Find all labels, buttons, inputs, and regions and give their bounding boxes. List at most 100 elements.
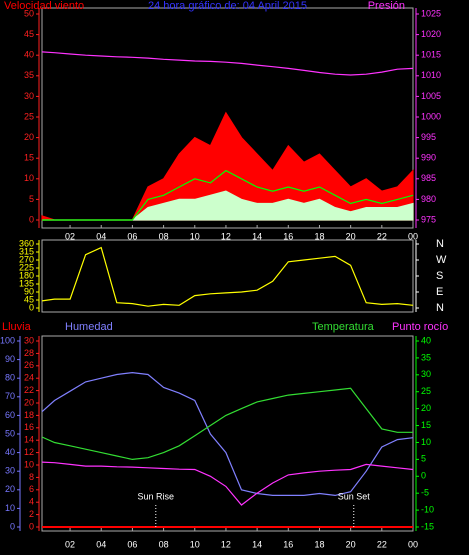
x-tick-label: 06 xyxy=(127,539,137,549)
y-tick-label: 30 xyxy=(24,91,34,101)
x-tick-label: 14 xyxy=(252,539,262,549)
y-tick-label: 18 xyxy=(24,410,34,420)
x-tick-label: 22 xyxy=(377,231,387,241)
y-tick-label: 180 xyxy=(19,270,34,280)
y-tick-label: 60 xyxy=(5,410,15,420)
series-label: Humedad xyxy=(65,321,113,333)
x-tick-label: 08 xyxy=(159,231,169,241)
y-tick-label: 70 xyxy=(5,391,15,401)
x-tick-label: 16 xyxy=(283,231,293,241)
y-tick-label: 1000 xyxy=(421,111,441,121)
plot-frame xyxy=(41,239,414,313)
annotation: Sun Rise xyxy=(138,491,175,501)
y-tick-label: 90 xyxy=(5,354,15,364)
x-tick-label: 00 xyxy=(408,231,418,241)
series-label: Temperatura xyxy=(312,321,375,333)
y-tick-label: 35 xyxy=(24,70,34,80)
y-tick-label: 0 xyxy=(421,471,426,481)
y-tick-label: 15 xyxy=(24,153,34,163)
y-tick-label: 28 xyxy=(24,348,34,358)
x-tick-label: 02 xyxy=(65,231,75,241)
y-tick-label: 8 xyxy=(29,472,34,482)
series-line xyxy=(41,51,414,76)
x-tick-label: 00 xyxy=(408,539,418,549)
y-tick-label: 1020 xyxy=(421,29,441,39)
y-tick-label: N xyxy=(436,238,444,250)
series-label: Velocidad viento xyxy=(4,0,84,12)
y-tick-label: 12 xyxy=(24,447,34,457)
y-tick-label: 0 xyxy=(29,521,34,531)
y-tick-label: -15 xyxy=(421,521,434,531)
y-tick-label: 20 xyxy=(5,484,15,494)
series-label: Lluvia xyxy=(2,321,32,333)
y-tick-label: 2 xyxy=(29,509,34,519)
x-tick-label: 16 xyxy=(283,539,293,549)
series-line xyxy=(41,461,414,506)
y-tick-label: 1025 xyxy=(421,8,441,18)
y-tick-label: 100 xyxy=(0,335,15,345)
y-tick-label: -5 xyxy=(421,488,429,498)
x-tick-label: 04 xyxy=(96,231,106,241)
x-tick-label: 10 xyxy=(190,539,200,549)
y-tick-label: 40 xyxy=(5,447,15,457)
y-tick-label: 0 xyxy=(29,214,34,224)
y-tick-label: 10 xyxy=(5,503,15,513)
x-tick-label: 20 xyxy=(346,539,356,549)
y-tick-label: -10 xyxy=(421,504,434,514)
y-tick-label: 0 xyxy=(29,302,34,312)
x-tick-label: 12 xyxy=(221,231,231,241)
x-tick-label: 22 xyxy=(377,539,387,549)
y-tick-label: 10 xyxy=(24,459,34,469)
y-tick-label: 25 xyxy=(24,111,34,121)
x-tick-label: 10 xyxy=(190,231,200,241)
y-tick-label: 10 xyxy=(24,173,34,183)
series-line xyxy=(41,371,414,497)
y-tick-label: 20 xyxy=(24,397,34,407)
y-tick-label: S xyxy=(436,270,443,282)
y-tick-label: 1005 xyxy=(421,91,441,101)
x-tick-label: 18 xyxy=(314,539,324,549)
x-tick-label: 18 xyxy=(314,231,324,241)
y-tick-label: 985 xyxy=(421,173,436,183)
y-tick-label: 4 xyxy=(29,497,34,507)
y-tick-label: 315 xyxy=(19,246,34,256)
y-tick-label: 40 xyxy=(421,335,431,345)
y-tick-label: 80 xyxy=(5,373,15,383)
y-tick-label: 22 xyxy=(24,385,34,395)
y-tick-label: 0 xyxy=(10,521,15,531)
y-tick-label: 45 xyxy=(24,294,34,304)
y-tick-label: 6 xyxy=(29,484,34,494)
y-tick-label: 25 xyxy=(421,386,431,396)
series-line xyxy=(41,387,413,461)
plot-frame xyxy=(41,335,414,532)
x-tick-label: 04 xyxy=(96,539,106,549)
plot-frame xyxy=(41,7,414,229)
y-tick-label: 30 xyxy=(5,466,15,476)
x-tick-label: 02 xyxy=(65,539,75,549)
y-tick-label: 16 xyxy=(24,422,34,432)
y-tick-label: 225 xyxy=(19,262,34,272)
y-tick-label: 30 xyxy=(421,369,431,379)
y-tick-label: E xyxy=(436,286,443,298)
y-tick-label: 360 xyxy=(19,238,34,248)
y-tick-label: 14 xyxy=(24,435,34,445)
series-label: Punto rocío xyxy=(392,321,448,333)
y-tick-label: 26 xyxy=(24,360,34,370)
y-tick-label: 10 xyxy=(421,437,431,447)
y-tick-label: 1015 xyxy=(421,50,441,60)
x-tick-label: 14 xyxy=(252,231,262,241)
y-tick-label: 24 xyxy=(24,373,34,383)
annotation: Sun Set xyxy=(338,491,371,501)
y-tick-label: N xyxy=(436,302,444,314)
series-label: Presión xyxy=(368,0,405,12)
series-line xyxy=(42,169,414,221)
y-tick-label: 135 xyxy=(19,278,34,288)
y-tick-label: 50 xyxy=(5,428,15,438)
y-tick-label: 995 xyxy=(421,132,436,142)
series-line xyxy=(41,246,414,307)
y-tick-label: 15 xyxy=(421,420,431,430)
y-tick-label: 990 xyxy=(421,153,436,163)
y-tick-label: 270 xyxy=(19,254,34,264)
